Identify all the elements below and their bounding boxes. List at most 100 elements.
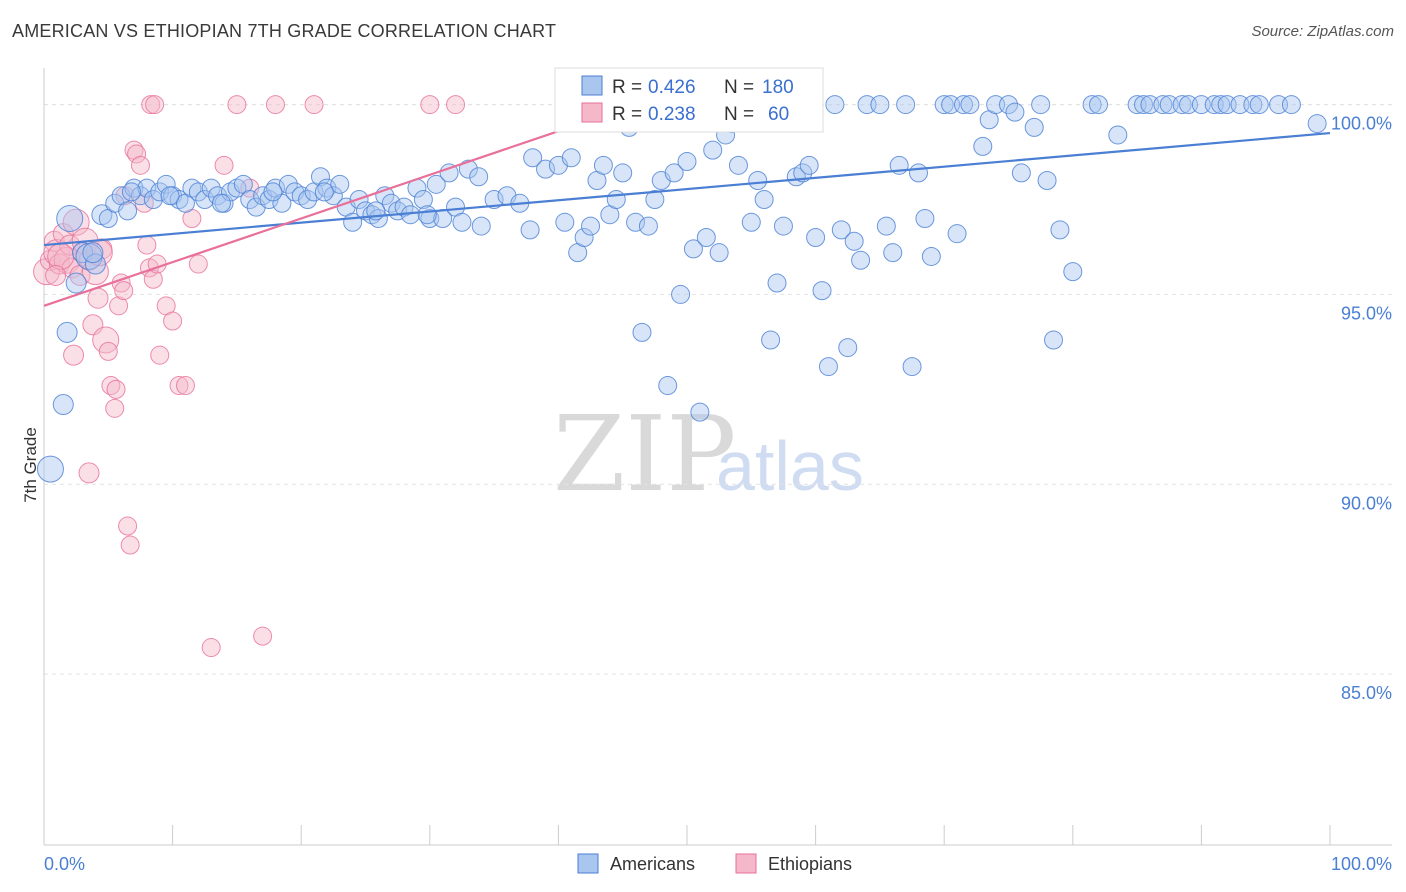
americans-point <box>1011 163 1031 183</box>
stats-ethiopians-n-label: N = <box>724 104 754 125</box>
americans-point <box>709 243 729 263</box>
ethiopians-point <box>446 95 466 115</box>
source-label: Source: ZipAtlas.com <box>1251 23 1394 40</box>
ethiopians-point <box>114 281 134 301</box>
americans-point <box>831 220 851 240</box>
americans-point <box>754 190 774 210</box>
ethiopians-point <box>78 462 100 484</box>
americans-point <box>696 227 716 247</box>
americans-point <box>314 182 334 202</box>
americans-point <box>1050 220 1070 240</box>
legend-americans-swatch <box>577 853 599 874</box>
ethiopians-point <box>98 341 118 361</box>
ethiopians-point <box>163 311 183 331</box>
americans-point <box>160 186 180 206</box>
y-axis-label: 7th Grade <box>21 427 40 503</box>
americans-point <box>683 239 703 259</box>
americans-point <box>677 152 697 172</box>
americans-point <box>973 136 993 156</box>
americans-point <box>536 159 556 179</box>
americans-point <box>883 243 903 263</box>
americans-point <box>555 212 575 232</box>
americans-point <box>82 242 104 264</box>
americans-point <box>690 402 710 422</box>
ethiopians-point <box>130 155 150 175</box>
americans-point <box>876 216 896 236</box>
ethiopians-point <box>175 376 195 396</box>
americans-point <box>728 155 748 175</box>
americans-point <box>658 376 678 396</box>
stats-ethiopians-r-value: 0.238 <box>648 104 696 125</box>
ethiopians-point <box>47 242 75 270</box>
stats-americans-n-value: 180 <box>762 77 794 98</box>
ethiopians-point <box>253 626 273 646</box>
americans-point <box>1024 117 1044 137</box>
americans-point <box>413 190 433 210</box>
americans-point <box>1249 95 1269 115</box>
americans-point <box>915 208 935 228</box>
americans-point <box>902 357 922 377</box>
americans-point <box>310 167 330 187</box>
americans-point <box>471 216 491 236</box>
ethiopians-point <box>214 155 234 175</box>
legend-ethiopians-label: Ethiopians <box>768 854 852 874</box>
americans-point <box>761 330 781 350</box>
americans-point <box>632 322 652 342</box>
americans-point <box>799 155 819 175</box>
americans-point <box>908 163 928 183</box>
americans-point <box>645 190 665 210</box>
americans-point <box>773 216 793 236</box>
stats-ethiopians-n-value: 60 <box>768 104 789 125</box>
americans-point <box>1082 95 1102 115</box>
americans-point <box>638 216 658 236</box>
americans-point <box>999 95 1018 115</box>
ethiopians-point <box>92 326 120 354</box>
americans-point <box>606 190 626 210</box>
americans-point <box>298 190 318 210</box>
americans-point <box>278 174 298 194</box>
y-tick-label: 85.0% <box>1341 683 1392 703</box>
americans-point <box>188 182 208 202</box>
americans-point <box>469 167 489 187</box>
americans-point <box>1089 95 1109 115</box>
americans-point <box>1005 102 1025 122</box>
ethiopians-point <box>109 296 129 316</box>
ethiopians-point <box>127 144 147 164</box>
americans-point <box>56 321 78 343</box>
americans-point <box>953 95 973 115</box>
ethiopians-point <box>43 230 65 252</box>
americans-point <box>330 174 350 194</box>
ethiopians-point <box>45 264 67 286</box>
americans-point <box>65 272 87 294</box>
legend-americans-label: Americans <box>610 854 695 874</box>
americans-point <box>1243 95 1263 115</box>
stats-ethiopians-r-label: R = <box>612 104 642 125</box>
americans-point <box>1281 95 1301 115</box>
ethiopians-point <box>150 345 170 365</box>
americans-point <box>1211 95 1231 115</box>
ethiopians-point <box>59 234 81 256</box>
americans-point <box>741 212 761 232</box>
x-tick-label-max: 100.0% <box>1331 854 1392 874</box>
americans-point <box>838 338 858 358</box>
y-tick-label: 100.0% <box>1331 114 1392 134</box>
americans-point <box>1153 95 1173 115</box>
americans-point <box>381 193 401 213</box>
americans-point <box>574 227 594 247</box>
americans-point <box>1108 125 1128 145</box>
americans-point <box>417 205 437 225</box>
americans-point <box>426 174 446 194</box>
chart-title: AMERICAN VS ETHIOPIAN 7TH GRADE CORRELAT… <box>12 21 557 41</box>
americans-point <box>121 182 141 202</box>
stats-box: R = 0.426 N = 180 R = 0.238 N = 60 <box>554 67 824 133</box>
ethiopians-point <box>101 376 121 396</box>
americans-point <box>593 155 613 175</box>
americans-point <box>240 190 260 210</box>
legend: Americans Ethiopians <box>577 853 852 874</box>
y-tick-labels: 85.0% 90.0% 95.0% 100.0% <box>1331 114 1392 704</box>
x-tick-label-min: 0.0% <box>44 854 85 874</box>
americans-point <box>851 250 871 270</box>
americans-point <box>793 163 813 183</box>
americans-point <box>818 357 838 377</box>
ethiopians-point <box>145 95 165 115</box>
